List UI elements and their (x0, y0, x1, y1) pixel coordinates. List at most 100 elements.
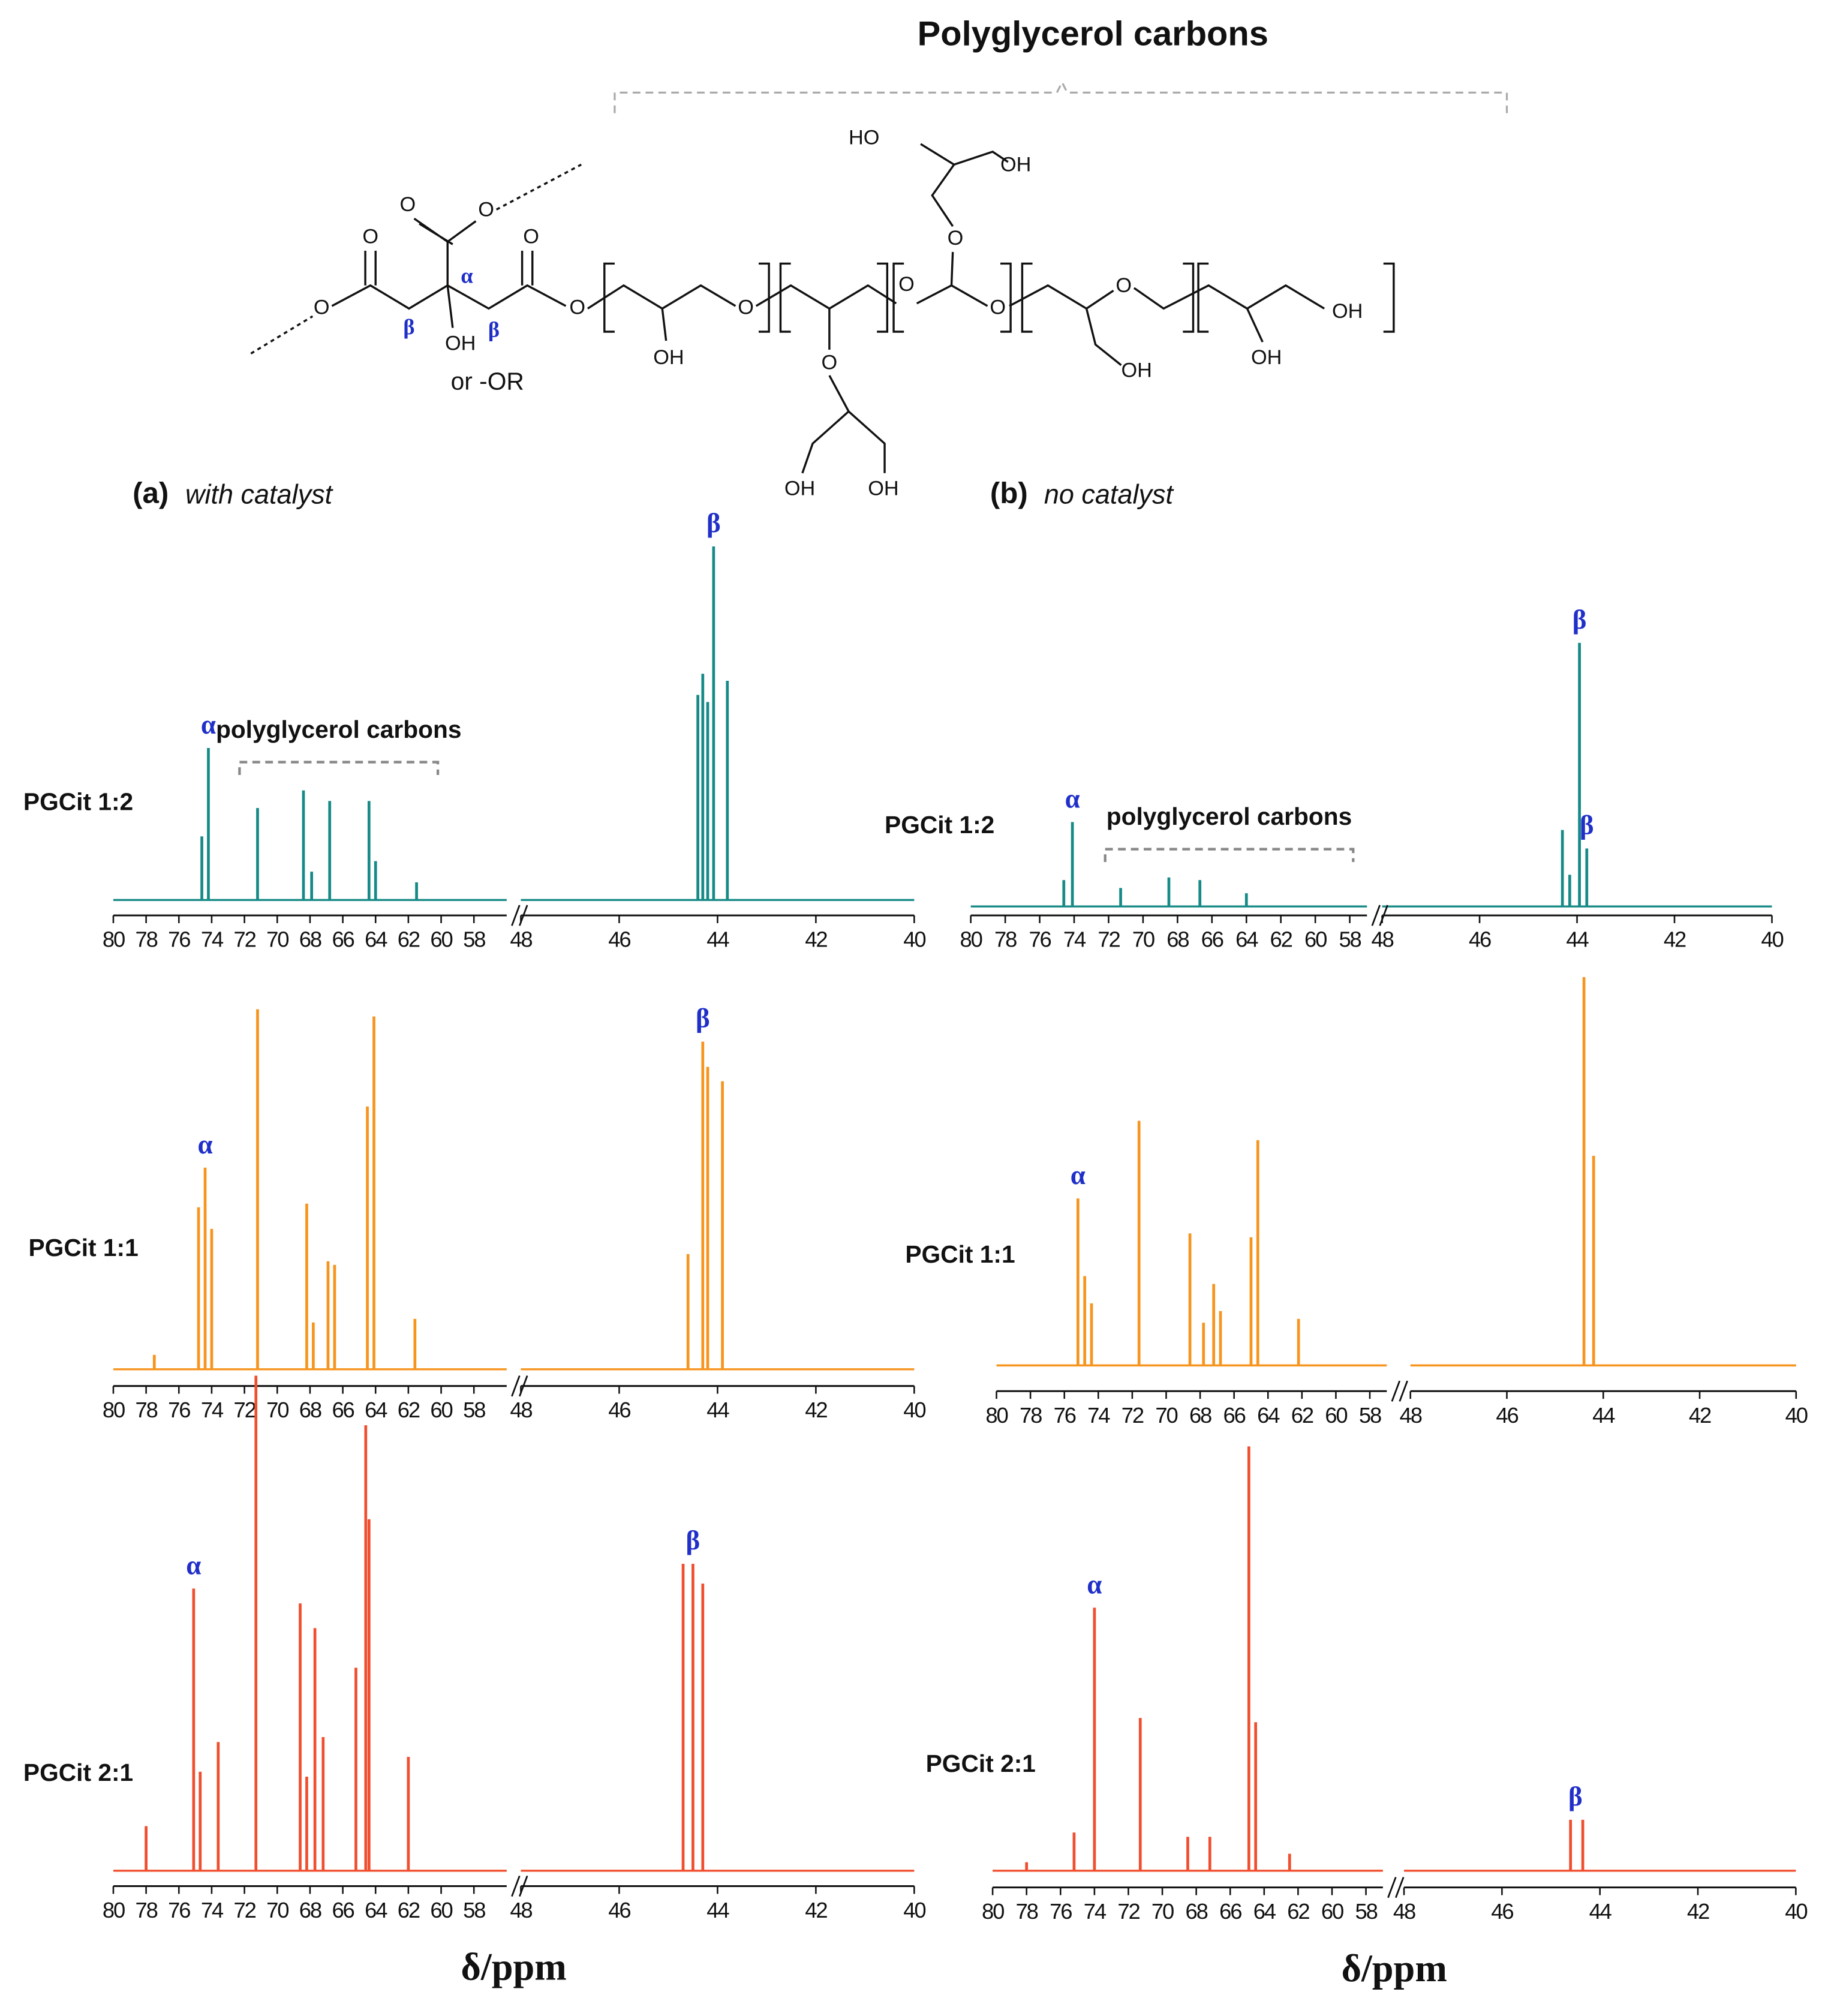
x-tick-label: 72 (233, 1398, 255, 1422)
x-tick-label: 72 (1122, 1403, 1144, 1428)
x-tick-label: 42 (1664, 927, 1686, 952)
x-tick-label: 68 (1166, 927, 1189, 952)
x-tick-label: 60 (1304, 927, 1327, 952)
title-brace (614, 80, 1508, 113)
x-tick-label: 70 (266, 1898, 288, 1922)
x-tick-label: 46 (608, 927, 630, 952)
atom-label: O (1116, 274, 1132, 297)
bracket-label: polyglycerol carbons (216, 716, 462, 743)
x-tick-label: 62 (1270, 927, 1292, 952)
x-tick-label: 48 (1393, 1899, 1415, 1924)
bracket (1104, 848, 1355, 863)
peak-annotation: α (197, 1129, 212, 1159)
axis-break (511, 1875, 528, 1897)
axis-break (1371, 905, 1388, 926)
chart-label: PGCit 2:1 (23, 1759, 133, 1786)
structure: O O O O O α β OH β or -OR O OH O O O O H… (250, 127, 1395, 500)
x-tick-label: 44 (1566, 927, 1589, 952)
x-tick-label: 62 (398, 1398, 420, 1422)
atom-label: O (399, 193, 416, 216)
x-tick-label: 74 (201, 1398, 224, 1422)
x-tick-label: 62 (398, 927, 420, 952)
x-tick-label: 44 (706, 1398, 729, 1422)
x-tick-label: 66 (332, 1898, 354, 1922)
x-tick-label: 60 (430, 927, 452, 952)
x-tick-label: 66 (332, 927, 354, 952)
atom-label: HO (849, 127, 879, 149)
x-tick-label: 64 (365, 1898, 387, 1922)
chart-label: PGCit 2:1 (926, 1750, 1036, 1777)
x-tick-label: 66 (332, 1398, 354, 1422)
x-tick-label: 48 (1371, 927, 1393, 952)
x-tick-label: 72 (1098, 927, 1120, 952)
x-tick-label: 68 (299, 1398, 321, 1422)
x-tick-label: 42 (805, 927, 827, 952)
atom-label: O (898, 273, 915, 296)
x-tick-label: 58 (1339, 927, 1361, 952)
x-tick-label: 70 (1155, 1403, 1177, 1428)
peak-annotation: β (686, 1525, 700, 1555)
x-tick-label: 40 (1761, 927, 1783, 952)
x-tick-label: 46 (1491, 1899, 1513, 1924)
bond (916, 143, 1325, 366)
axis-break (511, 905, 528, 926)
figure-title: Polyglycerol carbons (918, 14, 1268, 53)
peak-annotation: β (1573, 605, 1587, 635)
atom-label: OH (784, 477, 815, 500)
substituent-label: or -OR (451, 368, 524, 395)
x-tick-label: 80 (985, 1403, 1008, 1428)
x-tick-label: 76 (168, 1398, 190, 1422)
peak-annotation: α (201, 710, 216, 740)
x-tick-label: 76 (1029, 927, 1051, 952)
x-tick-label: 76 (168, 927, 190, 952)
x-tick-label: 74 (201, 927, 224, 952)
x-tick-label: 80 (982, 1899, 1004, 1924)
x-tick-label: 74 (201, 1898, 224, 1922)
x-tick-label: 74 (1084, 1899, 1107, 1924)
x-tick-label: 64 (365, 927, 387, 952)
x-tick-label: 44 (1589, 1899, 1612, 1924)
x-tick-label: 60 (1321, 1899, 1343, 1924)
x-tick-label: 64 (365, 1398, 387, 1422)
x-tick-label: 80 (960, 927, 982, 952)
beta-label: β (488, 317, 500, 341)
peak-annotation: β (1580, 810, 1594, 840)
atom-label: O (362, 226, 378, 248)
x-tick-label: 68 (299, 1898, 321, 1922)
atom-label: O (314, 296, 330, 319)
x-tick-label: 70 (266, 927, 288, 952)
x-tick-label: 64 (1257, 1403, 1280, 1428)
x-tick-label: 68 (299, 927, 321, 952)
panel-label: (a) (133, 476, 169, 509)
x-tick-label: 48 (510, 1398, 532, 1422)
peak-annotation: β (706, 508, 721, 538)
x-tick-label: 48 (510, 927, 532, 952)
x-tick-label: 62 (398, 1898, 420, 1922)
atom-label: OH (653, 346, 684, 369)
x-tick-label: 48 (510, 1898, 532, 1922)
x-tick-label: 74 (1063, 927, 1086, 952)
x-tick-label: 46 (1496, 1403, 1518, 1428)
x-tick-label: 66 (1223, 1403, 1246, 1428)
x-tick-label: 44 (706, 1898, 729, 1922)
x-tick-label: 42 (1687, 1899, 1709, 1924)
x-axis-label: δ/ppm (1342, 1947, 1447, 1990)
atom-label: O (523, 226, 539, 248)
bracket (603, 262, 1395, 333)
chart-label: PGCit 1:2 (23, 788, 133, 815)
x-tick-label: 42 (1689, 1403, 1711, 1428)
x-tick-label: 60 (1325, 1403, 1347, 1428)
atom-label: OH (1251, 346, 1282, 369)
x-tick-label: 76 (168, 1898, 190, 1922)
x-tick-label: 42 (805, 1898, 827, 1922)
chart-label: PGCit 1:2 (885, 811, 994, 839)
x-tick-label: 40 (903, 927, 925, 952)
x-tick-label: 42 (805, 1398, 827, 1422)
panel-label: (b) (990, 476, 1028, 509)
x-tick-label: 78 (1020, 1403, 1042, 1428)
peak-annotation: α (1065, 784, 1080, 814)
x-tick-label: 58 (463, 1398, 485, 1422)
beta-label: β (403, 315, 414, 339)
